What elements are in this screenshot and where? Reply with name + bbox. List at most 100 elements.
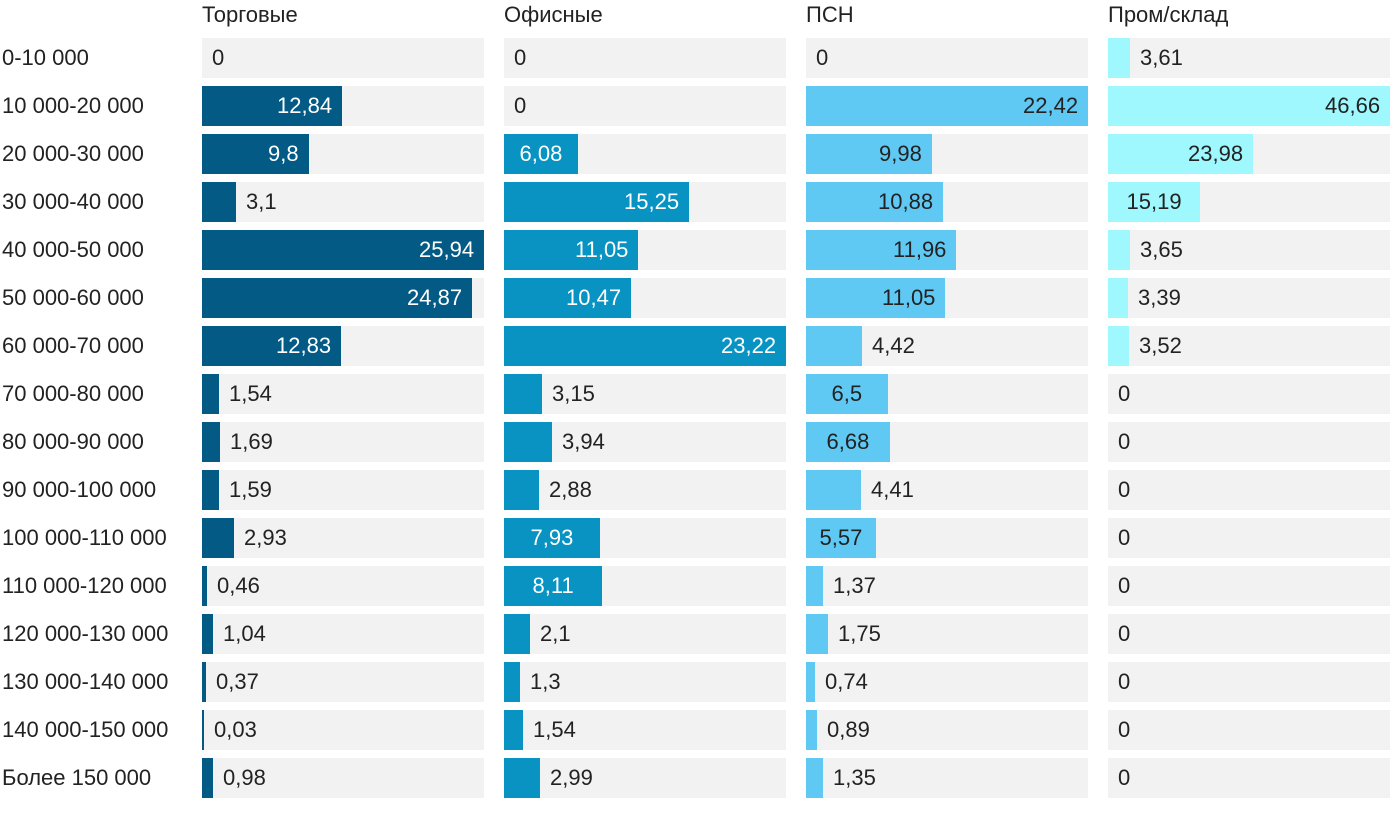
row-label: 100 000-110 000 bbox=[2, 525, 167, 550]
data-label: 3,15 bbox=[552, 381, 595, 406]
data-label: 1,59 bbox=[229, 477, 272, 502]
bar bbox=[806, 326, 862, 366]
data-label: 1,3 bbox=[530, 669, 561, 694]
bar bbox=[504, 278, 631, 318]
panel-title: Пром/склад bbox=[1108, 2, 1229, 27]
data-label: 8,11 bbox=[532, 573, 574, 598]
data-label: 0 bbox=[212, 45, 225, 70]
data-label: 9,8 bbox=[268, 141, 299, 166]
bar-track bbox=[504, 374, 786, 414]
bar bbox=[806, 182, 943, 222]
bar bbox=[202, 422, 220, 462]
bar bbox=[504, 326, 786, 366]
data-label: 22,42 bbox=[1023, 93, 1079, 118]
bar bbox=[202, 614, 213, 654]
data-label: 0,74 bbox=[825, 669, 868, 694]
data-label: 2,99 bbox=[550, 765, 593, 790]
data-label: 23,22 bbox=[721, 333, 777, 358]
bar-track bbox=[202, 614, 484, 654]
bar bbox=[1108, 182, 1200, 222]
bar bbox=[1108, 326, 1129, 366]
data-label: 0 bbox=[816, 45, 829, 70]
data-label: 1,75 bbox=[838, 621, 881, 646]
row-label: 30 000-40 000 bbox=[2, 189, 144, 214]
bar bbox=[202, 182, 236, 222]
bar bbox=[504, 758, 540, 798]
row-label: 10 000-20 000 bbox=[2, 93, 144, 118]
data-label: 3,52 bbox=[1139, 333, 1182, 358]
data-label: 25,94 bbox=[419, 237, 475, 262]
bar-track bbox=[202, 758, 484, 798]
data-label: 3,61 bbox=[1140, 45, 1183, 70]
bar bbox=[806, 566, 823, 606]
panel-title: Офисные bbox=[504, 2, 603, 27]
panel-title: Торговые bbox=[202, 2, 298, 27]
row-label: Более 150 000 bbox=[2, 765, 152, 790]
bar-track bbox=[504, 662, 786, 702]
row-label: 70 000-80 000 bbox=[2, 381, 144, 406]
data-label: 4,42 bbox=[872, 333, 915, 358]
data-label: 0 bbox=[1118, 717, 1131, 742]
bar-track bbox=[202, 710, 484, 750]
bar bbox=[202, 278, 472, 318]
bar bbox=[202, 662, 206, 702]
data-label: 10,88 bbox=[878, 189, 934, 214]
data-label: 3,1 bbox=[246, 189, 277, 214]
data-label: 46,66 bbox=[1325, 93, 1381, 118]
bar bbox=[806, 374, 888, 414]
data-label: 0 bbox=[1118, 381, 1131, 406]
data-label: 1,35 bbox=[833, 765, 876, 790]
data-label: 6,5 bbox=[831, 381, 863, 406]
bar bbox=[806, 518, 876, 558]
data-label: 6,08 bbox=[519, 141, 563, 166]
bar bbox=[202, 374, 219, 414]
bar bbox=[504, 518, 600, 558]
data-label: 1,54 bbox=[533, 717, 576, 742]
bar-track bbox=[1108, 614, 1390, 654]
bar bbox=[1108, 134, 1253, 174]
row-label: 40 000-50 000 bbox=[2, 237, 144, 262]
data-label: 0,98 bbox=[223, 765, 266, 790]
bar-track bbox=[504, 710, 786, 750]
bar-track bbox=[1108, 326, 1390, 366]
row-label: 110 000-120 000 bbox=[2, 573, 167, 598]
data-label: 0,89 bbox=[827, 717, 870, 742]
bar-track bbox=[806, 710, 1088, 750]
data-label: 0 bbox=[1118, 621, 1131, 646]
bar-track bbox=[1108, 278, 1390, 318]
bar-track bbox=[806, 662, 1088, 702]
bar bbox=[202, 230, 484, 270]
bar-track bbox=[1108, 662, 1390, 702]
row-label: 50 000-60 000 bbox=[2, 285, 144, 310]
bar-track bbox=[504, 758, 786, 798]
bar-track bbox=[1108, 230, 1390, 270]
bar bbox=[806, 470, 861, 510]
bar-track bbox=[202, 518, 484, 558]
data-label: 3,39 bbox=[1138, 285, 1181, 310]
bar-track bbox=[1108, 470, 1390, 510]
bar bbox=[504, 230, 638, 270]
data-label: 0,46 bbox=[217, 573, 260, 598]
bar-track bbox=[202, 422, 484, 462]
data-label: 1,69 bbox=[230, 429, 273, 454]
row-label: 20 000-30 000 bbox=[2, 141, 144, 166]
data-label: 2,1 bbox=[540, 621, 571, 646]
bar-track bbox=[202, 470, 484, 510]
bar bbox=[504, 566, 602, 606]
data-label: 24,87 bbox=[407, 285, 463, 310]
bar bbox=[202, 326, 341, 366]
bar bbox=[1108, 230, 1130, 270]
row-label: 120 000-130 000 bbox=[2, 621, 169, 646]
bar bbox=[806, 662, 815, 702]
bar bbox=[504, 614, 530, 654]
data-label: 1,37 bbox=[833, 573, 876, 598]
bar-track bbox=[202, 374, 484, 414]
data-label: 0 bbox=[1118, 573, 1131, 598]
bar bbox=[504, 710, 523, 750]
bar-track bbox=[202, 566, 484, 606]
bar-track bbox=[202, 38, 484, 78]
bar-track bbox=[504, 470, 786, 510]
bar-track bbox=[504, 614, 786, 654]
data-label: 4,41 bbox=[871, 477, 914, 502]
data-label: 1,04 bbox=[223, 621, 266, 646]
